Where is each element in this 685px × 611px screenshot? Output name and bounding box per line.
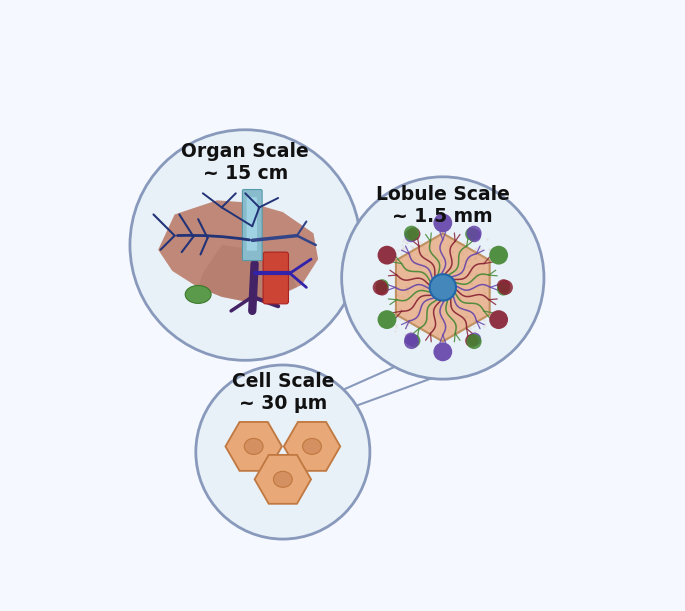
Polygon shape [255, 455, 311, 504]
Text: ~ 1.5 mm: ~ 1.5 mm [393, 207, 493, 227]
Polygon shape [198, 245, 297, 301]
Ellipse shape [273, 471, 292, 488]
Circle shape [497, 282, 510, 296]
Circle shape [377, 310, 397, 329]
Circle shape [434, 342, 452, 361]
Polygon shape [396, 233, 490, 342]
Circle shape [404, 334, 419, 349]
Circle shape [466, 334, 482, 349]
Circle shape [405, 229, 418, 242]
Text: Organ Scale: Organ Scale [182, 142, 309, 161]
Ellipse shape [303, 439, 321, 455]
Circle shape [404, 225, 419, 241]
Circle shape [434, 213, 452, 232]
Text: Lobule Scale: Lobule Scale [376, 185, 510, 204]
Circle shape [497, 279, 510, 293]
Ellipse shape [185, 285, 211, 304]
Circle shape [408, 227, 421, 241]
Circle shape [405, 332, 418, 346]
Circle shape [130, 130, 360, 360]
Text: ~ 15 cm: ~ 15 cm [203, 164, 288, 183]
Circle shape [489, 246, 508, 265]
Circle shape [465, 227, 478, 241]
Circle shape [342, 177, 544, 379]
Circle shape [466, 225, 482, 241]
Text: ~ 30 μm: ~ 30 μm [238, 394, 327, 413]
Polygon shape [284, 422, 340, 471]
FancyBboxPatch shape [247, 197, 257, 251]
Circle shape [468, 332, 481, 346]
Circle shape [465, 334, 478, 347]
Polygon shape [158, 200, 318, 301]
Circle shape [196, 365, 370, 539]
Circle shape [377, 246, 397, 265]
FancyBboxPatch shape [263, 252, 288, 304]
Circle shape [375, 282, 388, 296]
Circle shape [373, 280, 388, 295]
Circle shape [408, 334, 421, 347]
Circle shape [498, 280, 513, 295]
Polygon shape [225, 422, 282, 471]
FancyBboxPatch shape [242, 189, 262, 260]
Circle shape [375, 279, 388, 293]
Circle shape [468, 229, 481, 242]
Circle shape [489, 310, 508, 329]
Circle shape [429, 274, 456, 301]
Text: Cell Scale: Cell Scale [232, 372, 334, 391]
Ellipse shape [245, 439, 263, 455]
